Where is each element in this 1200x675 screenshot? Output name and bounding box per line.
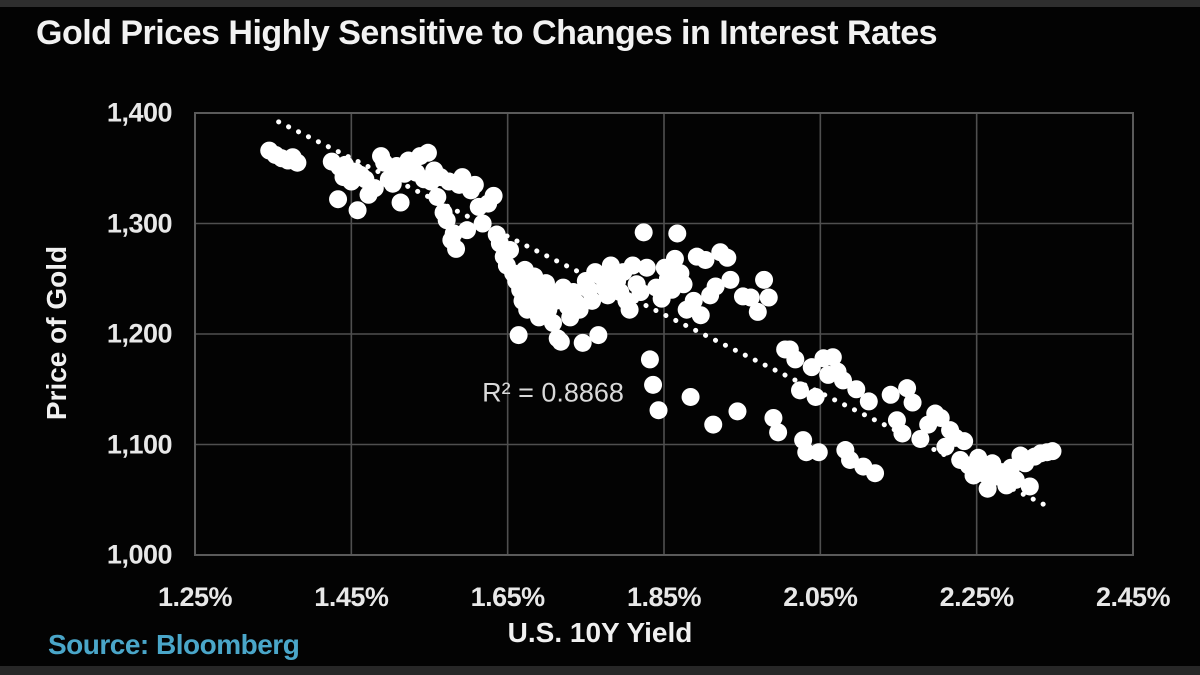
scatter-point xyxy=(834,371,853,390)
bottom-letterbox-strip xyxy=(0,666,1200,675)
scatter-point xyxy=(706,277,725,296)
scatter-point xyxy=(866,464,885,483)
scatter-point xyxy=(640,350,659,369)
scatter-point xyxy=(893,424,912,443)
source-credit: Source: Bloomberg xyxy=(48,629,300,660)
scatter-point xyxy=(911,429,930,448)
scatter-point xyxy=(583,291,602,310)
scatter-point xyxy=(391,193,410,212)
y-tick-label: 1,200 xyxy=(106,318,173,349)
scatter-point xyxy=(1006,470,1025,489)
scatter-point xyxy=(674,275,693,294)
scatter-point xyxy=(847,380,866,399)
plot-frame xyxy=(194,112,1134,556)
scatter-point xyxy=(365,179,384,198)
top-letterbox-strip xyxy=(0,0,1200,7)
scatter-point xyxy=(668,224,687,243)
scatter-point xyxy=(931,408,950,427)
scatter-point xyxy=(978,479,997,498)
scatter-point xyxy=(903,393,922,412)
scatter-point xyxy=(791,381,810,400)
scatter-point xyxy=(955,432,974,451)
scatter-point xyxy=(684,291,703,310)
scatter-point xyxy=(728,402,747,421)
scatter-point xyxy=(329,190,348,209)
x-tick-label: 1.45% xyxy=(314,582,389,612)
scatter-point xyxy=(573,333,592,352)
r-squared-annotation: R² = 0.8868 xyxy=(482,377,624,408)
x-tick-label: 2.45% xyxy=(1095,582,1171,612)
scatter-point xyxy=(797,443,816,462)
y-tick-label: 1,000 xyxy=(106,539,173,570)
trendline xyxy=(276,119,1048,508)
scatter-point xyxy=(509,326,528,345)
scatter-point xyxy=(691,306,710,325)
scatter-point xyxy=(589,326,608,345)
scatter-point xyxy=(418,143,437,162)
x-tick-label: 1.25% xyxy=(157,582,233,612)
x-axis-title: U.S. 10Y Yield xyxy=(507,617,693,648)
scatter-point xyxy=(748,302,767,321)
scatter-point xyxy=(551,332,570,351)
scatter-point xyxy=(437,211,456,230)
scatter-point xyxy=(465,175,484,194)
scatter-point xyxy=(721,270,740,289)
scatter-point xyxy=(841,450,860,469)
scatter-point xyxy=(649,401,668,420)
scatter-point xyxy=(383,174,402,193)
y-tick-label: 1,400 xyxy=(106,97,173,128)
scatter-point xyxy=(644,375,663,394)
scatter-point xyxy=(806,387,825,406)
x-tick-label: 2.25% xyxy=(939,582,1015,612)
scatter-point xyxy=(665,249,684,268)
scatter-point xyxy=(631,283,650,302)
scatter-point xyxy=(969,448,988,467)
scatter-point xyxy=(637,258,656,277)
scatter-point xyxy=(741,288,760,307)
chart-title: Gold Prices Highly Sensitive to Changes … xyxy=(36,14,938,52)
scatter-point xyxy=(696,250,715,269)
scatter-point xyxy=(786,350,805,369)
scatter-point xyxy=(764,408,783,427)
scatter-point xyxy=(759,288,778,307)
scatter-point xyxy=(570,300,589,319)
scatter-point xyxy=(484,186,503,205)
scatter-point xyxy=(823,348,842,367)
y-tick-label: 1,300 xyxy=(106,208,173,238)
scatter-point xyxy=(681,387,700,406)
scatter-point xyxy=(458,221,477,240)
scatter-point xyxy=(769,423,788,442)
scatter-point xyxy=(447,239,466,258)
scatter-point xyxy=(755,270,774,289)
scatter-point xyxy=(348,201,367,220)
x-tick-label: 1.65% xyxy=(470,582,546,612)
scatter-point xyxy=(634,223,653,242)
scatter-point xyxy=(718,248,737,267)
scatter-point xyxy=(473,214,492,233)
scatter-point xyxy=(809,443,828,462)
scatter-point xyxy=(620,300,639,319)
x-tick-label: 2.05% xyxy=(783,582,858,612)
scatter-point xyxy=(859,392,878,411)
scatter-point xyxy=(501,241,520,260)
scatter-point xyxy=(898,379,917,398)
scatter-point xyxy=(881,385,900,404)
scatter-point xyxy=(704,415,723,434)
scatter-point xyxy=(1043,442,1062,461)
scatter-point xyxy=(1020,477,1039,496)
y-tick-label: 1,100 xyxy=(106,429,173,459)
scatter-point xyxy=(544,313,563,332)
scatter-point xyxy=(428,187,447,206)
scatter-point xyxy=(288,153,307,172)
scatter-point xyxy=(623,256,642,275)
x-tick-label: 1.85% xyxy=(626,582,702,612)
